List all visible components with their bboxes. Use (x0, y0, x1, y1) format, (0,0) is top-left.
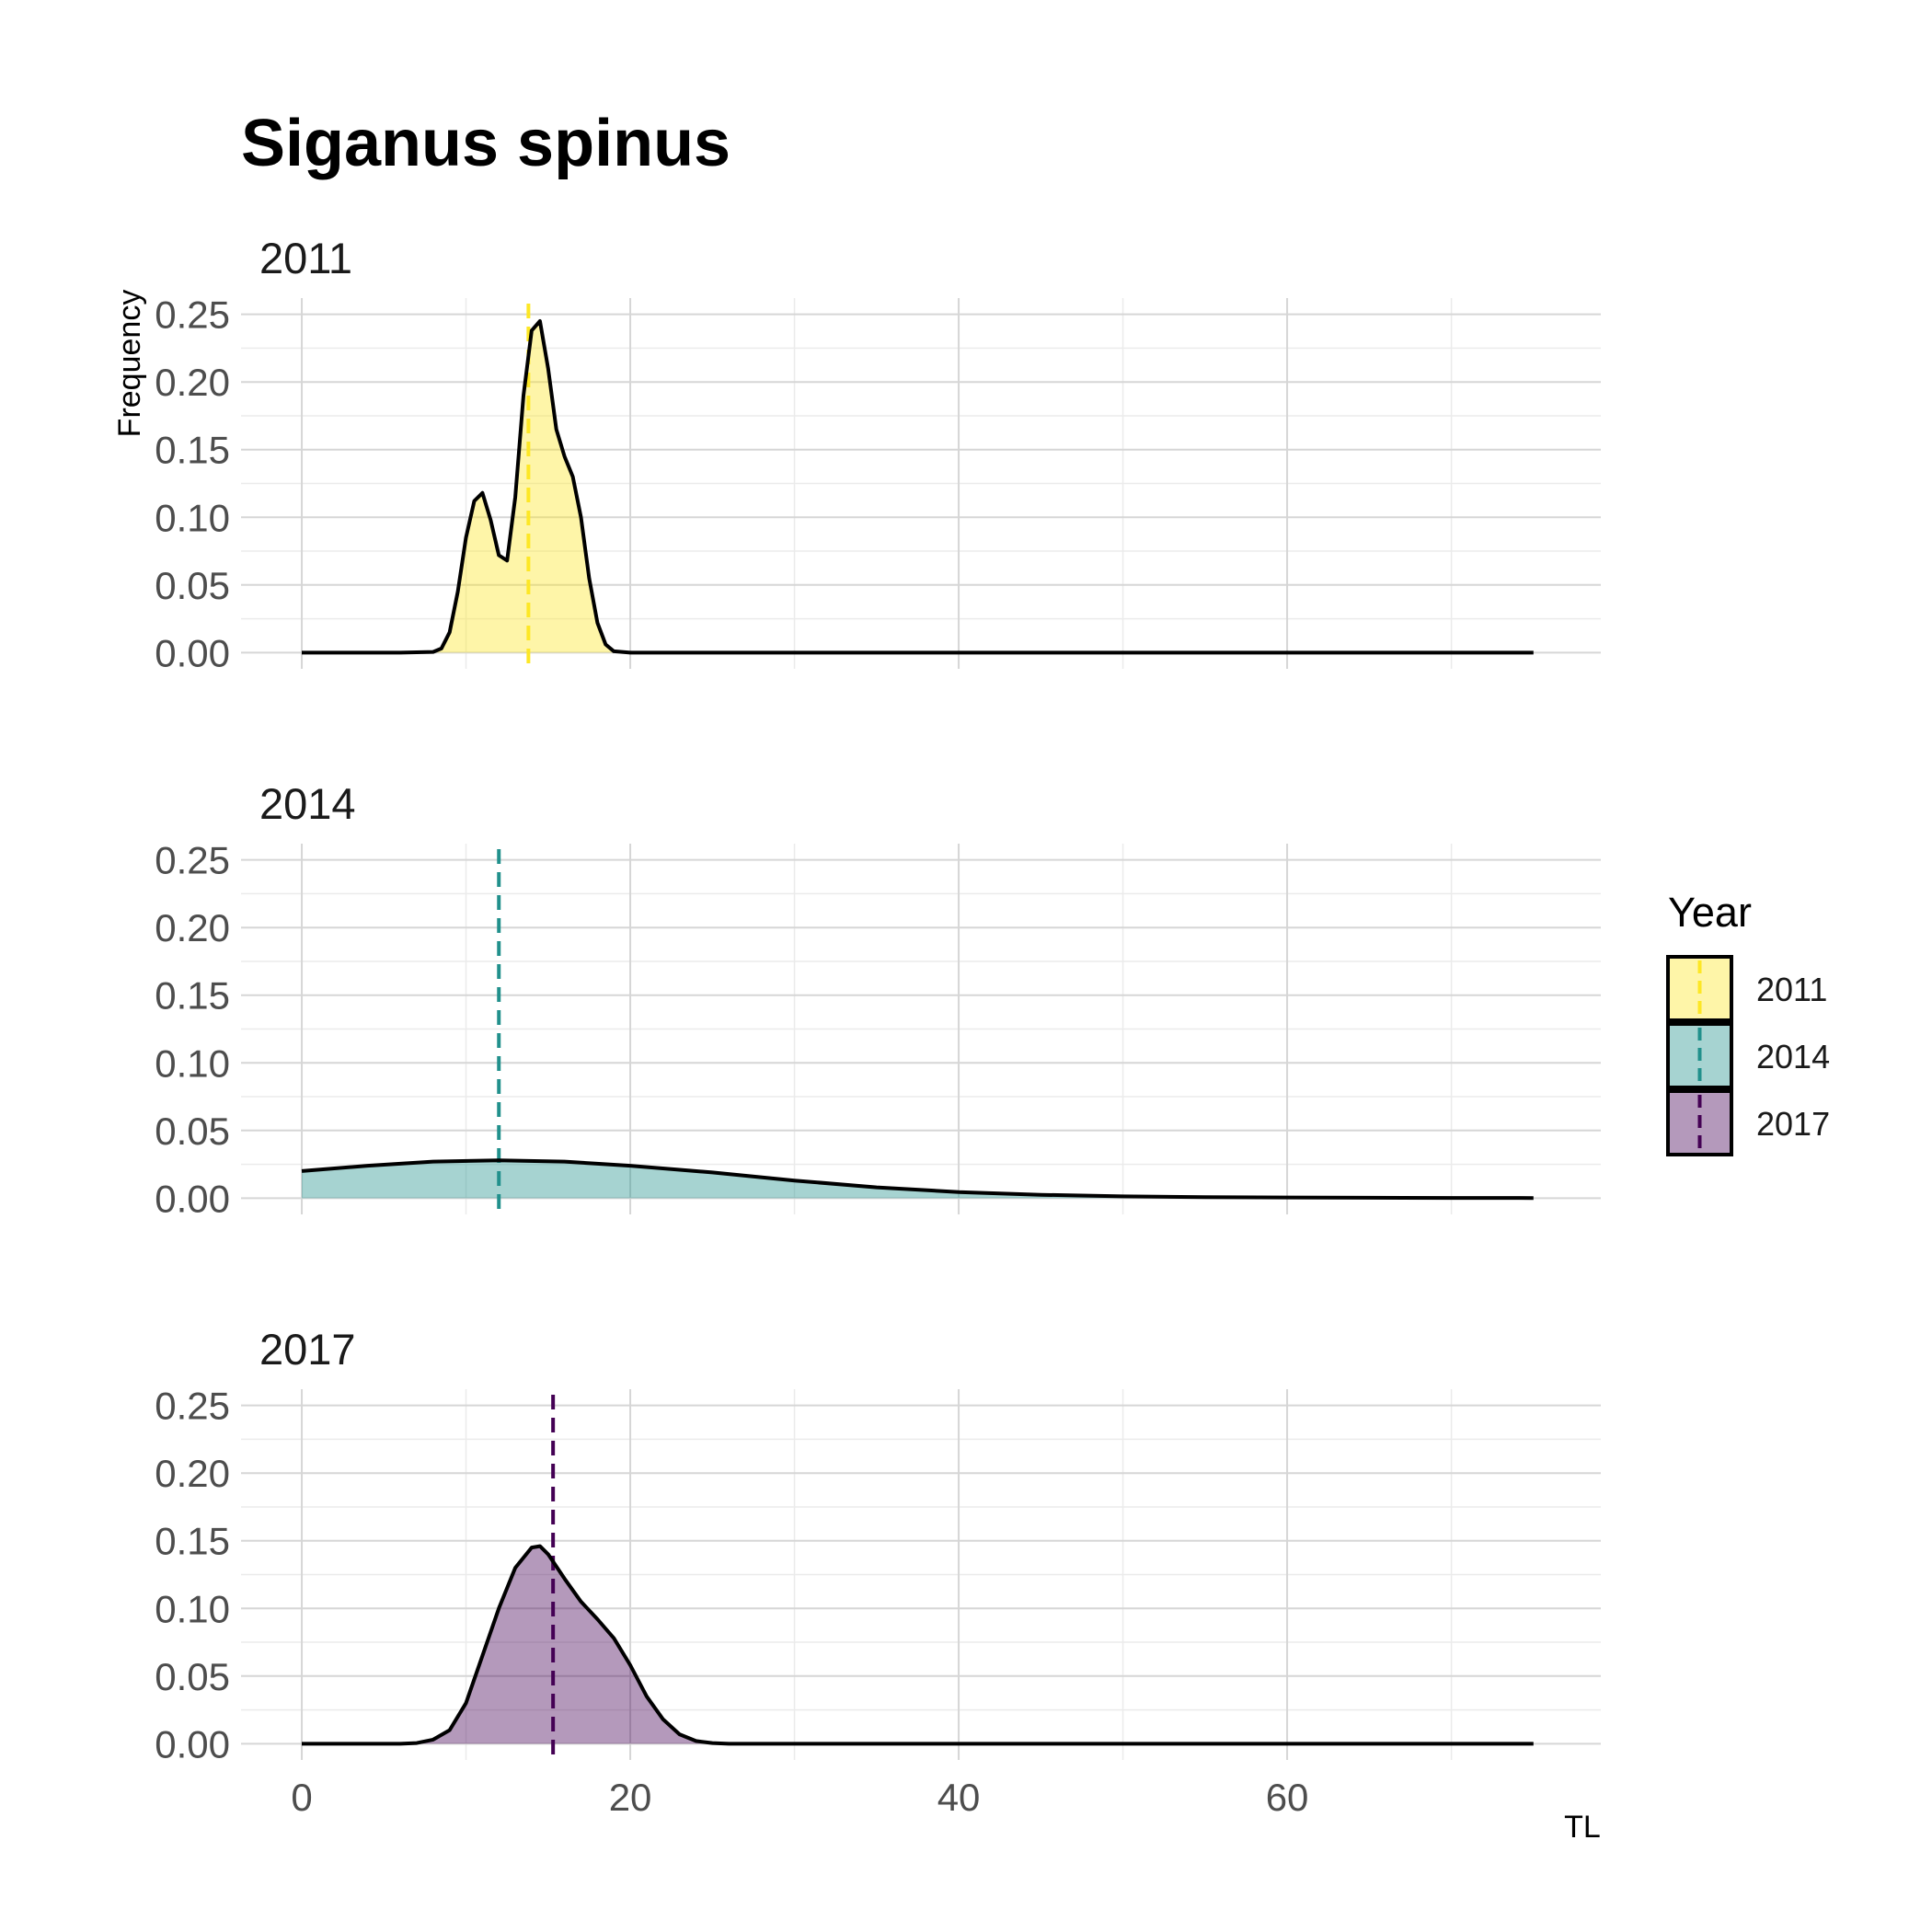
x-tick-label: 20 (609, 1776, 652, 1819)
x-tick-label: 60 (1266, 1776, 1309, 1819)
legend-key-2014: 2014 (1666, 1022, 1830, 1089)
y-tick-label: 0.00 (155, 631, 230, 674)
density-area (302, 1160, 1534, 1199)
y-tick-label: 0.15 (155, 974, 230, 1018)
y-tick-label: 0.10 (155, 1587, 230, 1630)
density-area (302, 321, 1534, 653)
legend: Year 2011 2014 2017 (1666, 889, 1830, 1156)
y-tick-label: 0.15 (155, 429, 230, 472)
panel-strip-label: 2014 (259, 779, 356, 828)
y-tick-label: 0.10 (155, 496, 230, 539)
legend-key-2011: 2011 (1666, 955, 1827, 1022)
y-tick-label: 0.25 (155, 839, 230, 882)
legend-key-2017: 2017 (1666, 1089, 1830, 1156)
chart-title: Siganus spinus (241, 107, 730, 180)
density-area (302, 1546, 1534, 1744)
legend-title: Year (1668, 889, 1752, 936)
y-tick-label: 0.20 (155, 1452, 230, 1495)
facet-panels: 2011 0.00 0.05 0.10 0.15 0.20 0.25 2014 0.00 0.05… (155, 234, 1601, 1819)
y-tick-label: 0.25 (155, 293, 230, 337)
legend-label: 2011 (1756, 971, 1827, 1008)
y-tick-label: 0.20 (155, 906, 230, 949)
y-tick-label: 0.25 (155, 1385, 230, 1428)
x-tick-label: 0 (291, 1776, 312, 1819)
panel-2014: 2014 0.00 0.05 0.10 0.15 0.20 0.25 (155, 779, 1601, 1220)
y-tick-label: 0.00 (155, 1722, 230, 1765)
y-tick-label: 0.05 (155, 564, 230, 607)
panel-strip-label: 2011 (259, 234, 352, 282)
panel-2011: 2011 0.00 0.05 0.10 0.15 0.20 0.25 (155, 234, 1601, 674)
y-tick-label: 0.15 (155, 1520, 230, 1563)
legend-label: 2014 (1756, 1038, 1830, 1075)
panel-2017: 2017 0.00 0.05 0.10 0.15 0.20 0.25 0 20 40 60 (155, 1325, 1601, 1819)
y-tick-label: 0.10 (155, 1041, 230, 1085)
y-axis-label: Frequency (112, 290, 147, 438)
x-axis-label: TL (1564, 1810, 1601, 1845)
legend-label: 2017 (1756, 1105, 1830, 1143)
panel-strip-label: 2017 (259, 1325, 356, 1374)
density-line (302, 1544, 1534, 1746)
y-tick-label: 0.05 (155, 1110, 230, 1153)
y-tick-label: 0.05 (155, 1655, 230, 1698)
y-tick-label: 0.00 (155, 1177, 230, 1220)
density-line (302, 319, 1534, 655)
x-tick-label: 40 (937, 1776, 981, 1819)
y-tick-label: 0.20 (155, 361, 230, 404)
density-line (301, 1158, 1534, 1201)
